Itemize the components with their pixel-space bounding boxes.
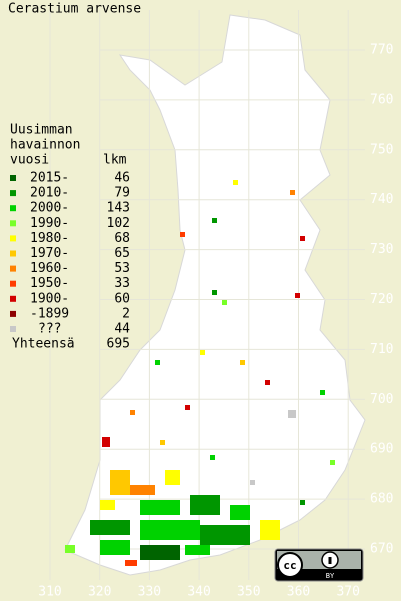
- legend-label: 2010-: [30, 186, 69, 201]
- legend-count: 44: [114, 322, 130, 337]
- total-label: Yhteensä: [12, 337, 75, 352]
- legend-swatch: [10, 280, 16, 287]
- y-label: 760: [370, 92, 393, 107]
- y-label: 690: [370, 442, 393, 457]
- legend-swatch: [10, 190, 16, 197]
- legend: Uusimman havainnon vuosi lkm Yhteensä 69…: [10, 123, 130, 352]
- x-label: 320: [88, 585, 111, 600]
- legend-swatch: [10, 295, 16, 302]
- observation-cells: [65, 180, 335, 566]
- legend-swatch: [10, 220, 16, 227]
- legend-swatch: [10, 326, 16, 332]
- legend-label: 2015-: [30, 171, 69, 186]
- svg-text:BY: BY: [326, 572, 335, 580]
- legend-label: ???: [38, 322, 61, 337]
- legend-swatch: [10, 250, 16, 257]
- legend-count: 2: [122, 306, 130, 321]
- legend-count: 60: [114, 291, 130, 306]
- x-label: 370: [336, 585, 359, 600]
- y-label: 750: [370, 142, 393, 157]
- y-label: 710: [370, 342, 393, 357]
- legend-label: 1960-: [30, 261, 69, 276]
- legend-count: 79: [114, 186, 130, 201]
- title: Cerastium arvense: [8, 2, 141, 17]
- legend-swatch: [10, 205, 16, 212]
- grid: [49, 10, 365, 580]
- y-label: 720: [370, 292, 393, 307]
- legend-count: 102: [107, 216, 130, 231]
- svg-text:cc: cc: [283, 559, 296, 572]
- y-label: 670: [370, 542, 393, 557]
- legend-count: 65: [114, 246, 130, 261]
- total-count: 695: [107, 337, 130, 352]
- x-label: 310: [38, 585, 61, 600]
- legend-swatch: [10, 175, 16, 181]
- legend-swatch: [10, 265, 16, 272]
- y-label: 680: [370, 492, 393, 507]
- legend-count: 46: [114, 171, 130, 186]
- legend-label: 1990-: [30, 216, 69, 231]
- legend-label: 2000-: [30, 201, 69, 216]
- legend-count: 143: [107, 201, 130, 216]
- legend-count: 68: [114, 231, 130, 246]
- legend-swatch: [10, 235, 16, 242]
- license-badge: cc BY: [274, 548, 364, 582]
- legend-heading: havainnon: [10, 138, 80, 153]
- legend-label: -1899: [30, 306, 69, 321]
- x-label: 360: [287, 585, 310, 600]
- y-label: 730: [370, 242, 393, 257]
- legend-heading: vuosi: [10, 153, 49, 168]
- y-label: 700: [370, 392, 393, 407]
- x-label: 330: [138, 585, 161, 600]
- legend-count: 53: [114, 261, 130, 276]
- y-label: 770: [370, 43, 393, 58]
- legend-label: 1950-: [30, 276, 69, 291]
- legend-label: 1970-: [30, 246, 69, 261]
- legend-label: 1980-: [30, 231, 69, 246]
- x-label: 350: [237, 585, 260, 600]
- legend-swatch: [10, 310, 16, 317]
- legend-count-heading: lkm: [103, 153, 127, 168]
- legend-heading: Uusimman: [10, 123, 73, 138]
- legend-count: 33: [114, 276, 130, 291]
- legend-label: 1900-: [30, 291, 69, 306]
- x-label: 340: [187, 585, 210, 600]
- y-label: 740: [370, 192, 393, 207]
